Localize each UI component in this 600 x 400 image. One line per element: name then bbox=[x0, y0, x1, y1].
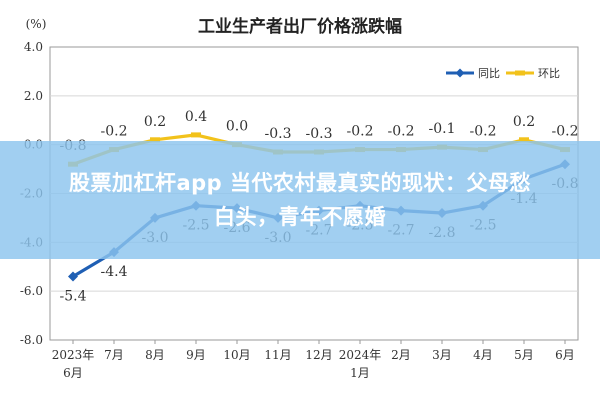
data-point bbox=[191, 132, 201, 138]
y-tick-label: 4.0 bbox=[24, 40, 43, 54]
x-tick-label: 6月 bbox=[63, 366, 83, 380]
data-label: -5.4 bbox=[60, 289, 87, 305]
data-point bbox=[150, 137, 160, 143]
data-label: 0.4 bbox=[185, 109, 207, 125]
data-label: -4.4 bbox=[101, 264, 128, 280]
y-tick-label: -6.0 bbox=[20, 284, 43, 298]
overlay-banner: 股票加杠杆app 当代农村最真实的现状：父母愁 白头，青年不愿婚 bbox=[0, 141, 600, 259]
data-point bbox=[519, 137, 529, 143]
data-label: -0.2 bbox=[552, 124, 579, 140]
overlay-headline-line2: 白头，青年不愿婚 bbox=[214, 205, 386, 229]
data-point bbox=[68, 271, 78, 282]
x-tick-label: 3月 bbox=[432, 348, 452, 362]
x-tick-label: 4月 bbox=[473, 348, 493, 362]
data-label: -0.2 bbox=[347, 124, 374, 140]
data-label: 0.0 bbox=[226, 119, 248, 135]
chart-title: 工业生产者出厂价格涨跌幅 bbox=[198, 16, 402, 37]
y-tick-label: -8.0 bbox=[20, 333, 43, 347]
data-label: -0.2 bbox=[470, 124, 497, 140]
overlay-headline: 股票加杠杆app 当代农村最真实的现状：父母愁 白头，青年不愿婚 bbox=[20, 166, 580, 234]
data-label: -0.2 bbox=[388, 124, 415, 140]
x-tick-label: 12月 bbox=[305, 348, 332, 362]
x-tick-label: 10月 bbox=[223, 348, 250, 362]
x-tick-label: 1月 bbox=[350, 366, 370, 380]
data-label: 0.2 bbox=[513, 114, 535, 130]
x-tick-label: 6月 bbox=[555, 348, 575, 362]
x-tick-label: 5月 bbox=[514, 348, 534, 362]
y-unit-label: (%) bbox=[26, 17, 47, 31]
x-tick-label: 2023年 bbox=[52, 348, 95, 362]
x-tick-label: 9月 bbox=[186, 348, 206, 362]
data-label: 0.2 bbox=[144, 114, 166, 130]
x-tick-label: 2024年 bbox=[339, 348, 382, 362]
data-label: -0.3 bbox=[306, 126, 333, 142]
legend-label: 同比 bbox=[478, 67, 500, 80]
data-label: -0.2 bbox=[101, 124, 128, 140]
data-label: -0.3 bbox=[265, 126, 292, 142]
data-label: -0.1 bbox=[429, 121, 456, 137]
legend-swatch-marker bbox=[515, 70, 525, 76]
legend-label: 环比 bbox=[538, 67, 560, 80]
x-tick-label: 11月 bbox=[264, 348, 291, 362]
x-tick-label: 7月 bbox=[104, 348, 124, 362]
x-tick-label: 2月 bbox=[391, 348, 411, 362]
legend-swatch-marker bbox=[455, 68, 465, 78]
overlay-headline-line1: 股票加杠杆app 当代农村最真实的现状：父母愁 bbox=[68, 171, 532, 195]
x-tick-label: 8月 bbox=[145, 348, 165, 362]
y-tick-label: 2.0 bbox=[24, 89, 43, 103]
legend: 同比 环比 bbox=[446, 67, 560, 80]
